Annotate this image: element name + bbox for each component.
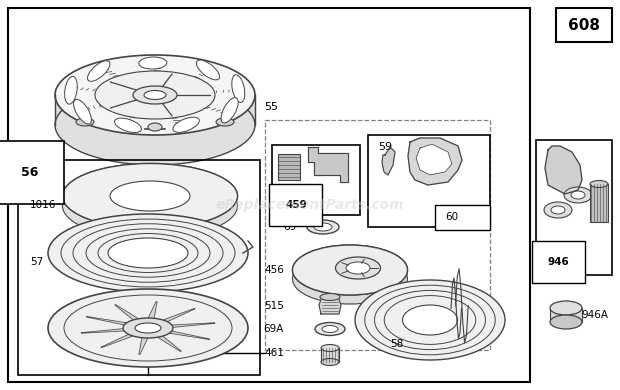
Ellipse shape	[293, 245, 407, 295]
Polygon shape	[101, 332, 138, 347]
Ellipse shape	[87, 61, 110, 82]
Ellipse shape	[74, 99, 91, 124]
Polygon shape	[81, 328, 131, 333]
Ellipse shape	[197, 60, 219, 80]
Ellipse shape	[48, 214, 248, 292]
Ellipse shape	[322, 326, 338, 333]
Polygon shape	[416, 144, 452, 175]
Polygon shape	[139, 335, 149, 355]
Ellipse shape	[108, 238, 188, 268]
Bar	[435, 205, 490, 230]
Polygon shape	[147, 301, 157, 321]
Bar	[550, 308, 582, 322]
Text: 946A: 946A	[581, 310, 608, 320]
Ellipse shape	[63, 163, 237, 229]
Ellipse shape	[148, 123, 162, 131]
Ellipse shape	[320, 294, 340, 301]
Text: 515: 515	[264, 301, 284, 311]
Text: 456: 456	[264, 265, 284, 275]
Ellipse shape	[571, 191, 585, 199]
Ellipse shape	[48, 289, 248, 367]
Text: 60: 60	[445, 212, 458, 222]
Polygon shape	[319, 297, 341, 314]
Polygon shape	[321, 348, 339, 362]
Text: 608: 608	[568, 18, 600, 32]
Polygon shape	[86, 317, 133, 326]
Bar	[536, 140, 612, 275]
Ellipse shape	[133, 86, 177, 104]
Text: eReplacementParts.com: eReplacementParts.com	[216, 198, 404, 212]
Polygon shape	[154, 333, 181, 351]
Polygon shape	[382, 147, 395, 175]
Ellipse shape	[293, 254, 407, 304]
Polygon shape	[545, 146, 582, 194]
Ellipse shape	[321, 358, 339, 365]
Bar	[18, 160, 260, 375]
Ellipse shape	[346, 262, 370, 274]
Polygon shape	[157, 308, 195, 324]
Polygon shape	[115, 305, 143, 323]
Bar	[265, 120, 490, 350]
Ellipse shape	[55, 55, 255, 135]
Ellipse shape	[321, 344, 339, 351]
Ellipse shape	[544, 202, 572, 218]
Ellipse shape	[173, 117, 199, 132]
Polygon shape	[55, 95, 255, 125]
Ellipse shape	[63, 174, 237, 239]
Polygon shape	[308, 147, 348, 182]
Text: 59: 59	[378, 142, 392, 152]
Bar	[272, 145, 360, 215]
Ellipse shape	[307, 220, 339, 234]
Text: 1016: 1016	[30, 200, 56, 210]
Text: 57: 57	[30, 257, 43, 267]
Ellipse shape	[551, 206, 565, 214]
Bar	[590, 184, 608, 222]
Ellipse shape	[63, 163, 237, 229]
Text: 58: 58	[390, 339, 403, 349]
Ellipse shape	[144, 90, 166, 99]
Polygon shape	[165, 323, 215, 328]
Ellipse shape	[221, 98, 238, 123]
Text: 69A: 69A	[264, 324, 284, 334]
Ellipse shape	[335, 257, 381, 279]
Ellipse shape	[590, 181, 608, 188]
Text: 69: 69	[283, 222, 296, 232]
Ellipse shape	[355, 280, 505, 360]
Ellipse shape	[76, 118, 94, 126]
Bar	[556, 8, 612, 42]
Ellipse shape	[564, 187, 592, 203]
Ellipse shape	[123, 318, 173, 338]
Ellipse shape	[135, 323, 161, 333]
Ellipse shape	[216, 118, 234, 126]
Text: 56: 56	[21, 165, 38, 179]
Bar	[368, 135, 490, 227]
Ellipse shape	[293, 245, 407, 295]
Ellipse shape	[550, 301, 582, 315]
Bar	[278, 154, 300, 180]
Ellipse shape	[232, 75, 245, 103]
Ellipse shape	[315, 323, 345, 335]
Text: 459: 459	[285, 200, 307, 210]
Bar	[8, 8, 530, 382]
Ellipse shape	[550, 315, 582, 329]
Ellipse shape	[95, 71, 215, 119]
Polygon shape	[408, 138, 462, 185]
Ellipse shape	[402, 305, 458, 335]
Text: 461: 461	[264, 348, 284, 358]
Text: 946: 946	[548, 257, 570, 267]
Ellipse shape	[55, 85, 255, 165]
Ellipse shape	[115, 118, 141, 133]
Ellipse shape	[139, 57, 167, 69]
Ellipse shape	[110, 181, 190, 211]
Text: 55: 55	[264, 102, 278, 112]
Polygon shape	[162, 330, 210, 340]
Ellipse shape	[314, 223, 332, 231]
Ellipse shape	[64, 76, 78, 104]
